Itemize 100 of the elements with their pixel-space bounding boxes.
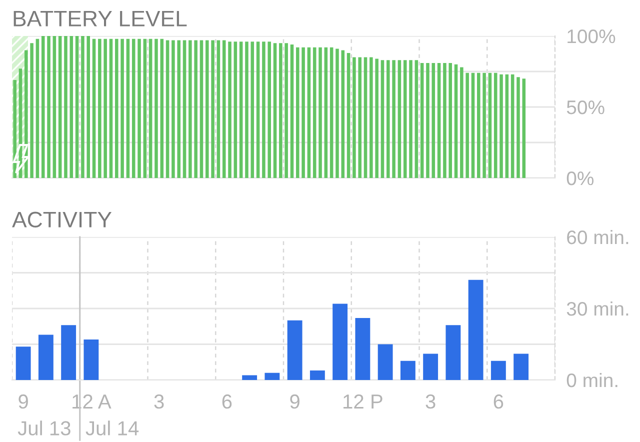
bar [38,334,54,380]
y-tick-label: 60 min. [567,230,628,244]
bar [522,78,526,178]
bar [375,58,378,178]
bar [386,60,390,178]
bar [398,60,402,178]
bar [355,318,370,380]
bar [222,40,226,178]
bar [279,43,282,178]
bar [400,360,416,380]
bar [380,60,384,178]
bar [514,354,529,380]
bar [234,42,238,178]
x-tick-label: 12 A [72,394,112,408]
y-tick-label: 100% [568,29,616,44]
bar [332,304,348,380]
bar [61,325,76,380]
bar [290,44,294,178]
ref-line-label: Jul 14 [86,420,139,436]
bar [403,60,407,178]
bar [52,36,56,178]
bar [264,372,280,380]
bar [58,36,62,178]
bar [86,36,90,178]
bar [81,36,84,178]
bar [454,64,458,178]
x-tick-label: 9 [290,394,300,409]
bar [510,74,514,178]
bar [392,60,396,178]
bar [468,280,484,380]
y-tick-label: 50% [566,100,604,114]
bar [41,36,45,178]
bar [336,48,339,178]
bar [138,38,141,178]
bar [423,354,438,380]
x-tick-label: 9 [18,394,28,409]
bar [211,40,214,178]
bar [443,62,446,178]
bar [228,42,232,178]
bar [75,36,79,178]
bar [126,38,130,178]
bar [477,72,480,178]
y-tick-label: 0% [566,171,594,186]
bar [188,40,192,178]
x-tick-label: 3 [426,394,436,409]
bar [312,47,316,178]
x-tick-label: 3 [154,394,164,409]
bar [47,36,50,178]
bar [341,50,345,178]
bar [302,47,305,178]
bar [516,77,520,178]
bar [172,40,175,178]
y-tick-label: 30 min. [566,301,628,316]
x-tick-label: 6 [494,394,504,409]
bar [182,40,186,178]
bar [84,339,99,380]
x-tick-label: 12 P [344,394,382,408]
bar [262,42,266,178]
bar [109,38,113,178]
bar [324,47,328,178]
bar [500,74,503,178]
bar [36,38,40,178]
bar [250,42,254,178]
bar [200,40,204,178]
bar [148,38,152,178]
text: Jul 13 [18,420,70,436]
bar [420,62,424,178]
bar [352,57,356,178]
bar [409,60,412,178]
bar [490,360,506,380]
bar [30,43,34,178]
bar [460,67,464,178]
bar [273,43,277,178]
bar [466,72,469,178]
y-tick-label: 0 min. [566,372,618,388]
bar [318,47,322,178]
bar [287,320,302,380]
bar [216,40,220,178]
chart-title: BATTERY LEVEL [14,10,187,26]
bar [268,42,271,178]
bar [70,36,74,178]
bar [448,62,452,178]
bar [370,57,373,178]
chart-title: ACTIVITY [12,212,112,228]
bar [310,370,325,380]
bar [16,346,31,380]
bar [154,38,158,178]
bar [194,40,198,178]
bar [242,375,258,380]
bar [104,38,107,178]
bar [284,43,288,178]
bar [505,74,509,178]
bar [239,42,243,178]
x-tick-label: 6 [222,394,232,409]
bar [307,47,311,178]
bar [24,50,28,178]
bar [358,57,362,178]
bar [494,72,498,178]
bar [471,72,475,178]
bar [378,344,393,380]
